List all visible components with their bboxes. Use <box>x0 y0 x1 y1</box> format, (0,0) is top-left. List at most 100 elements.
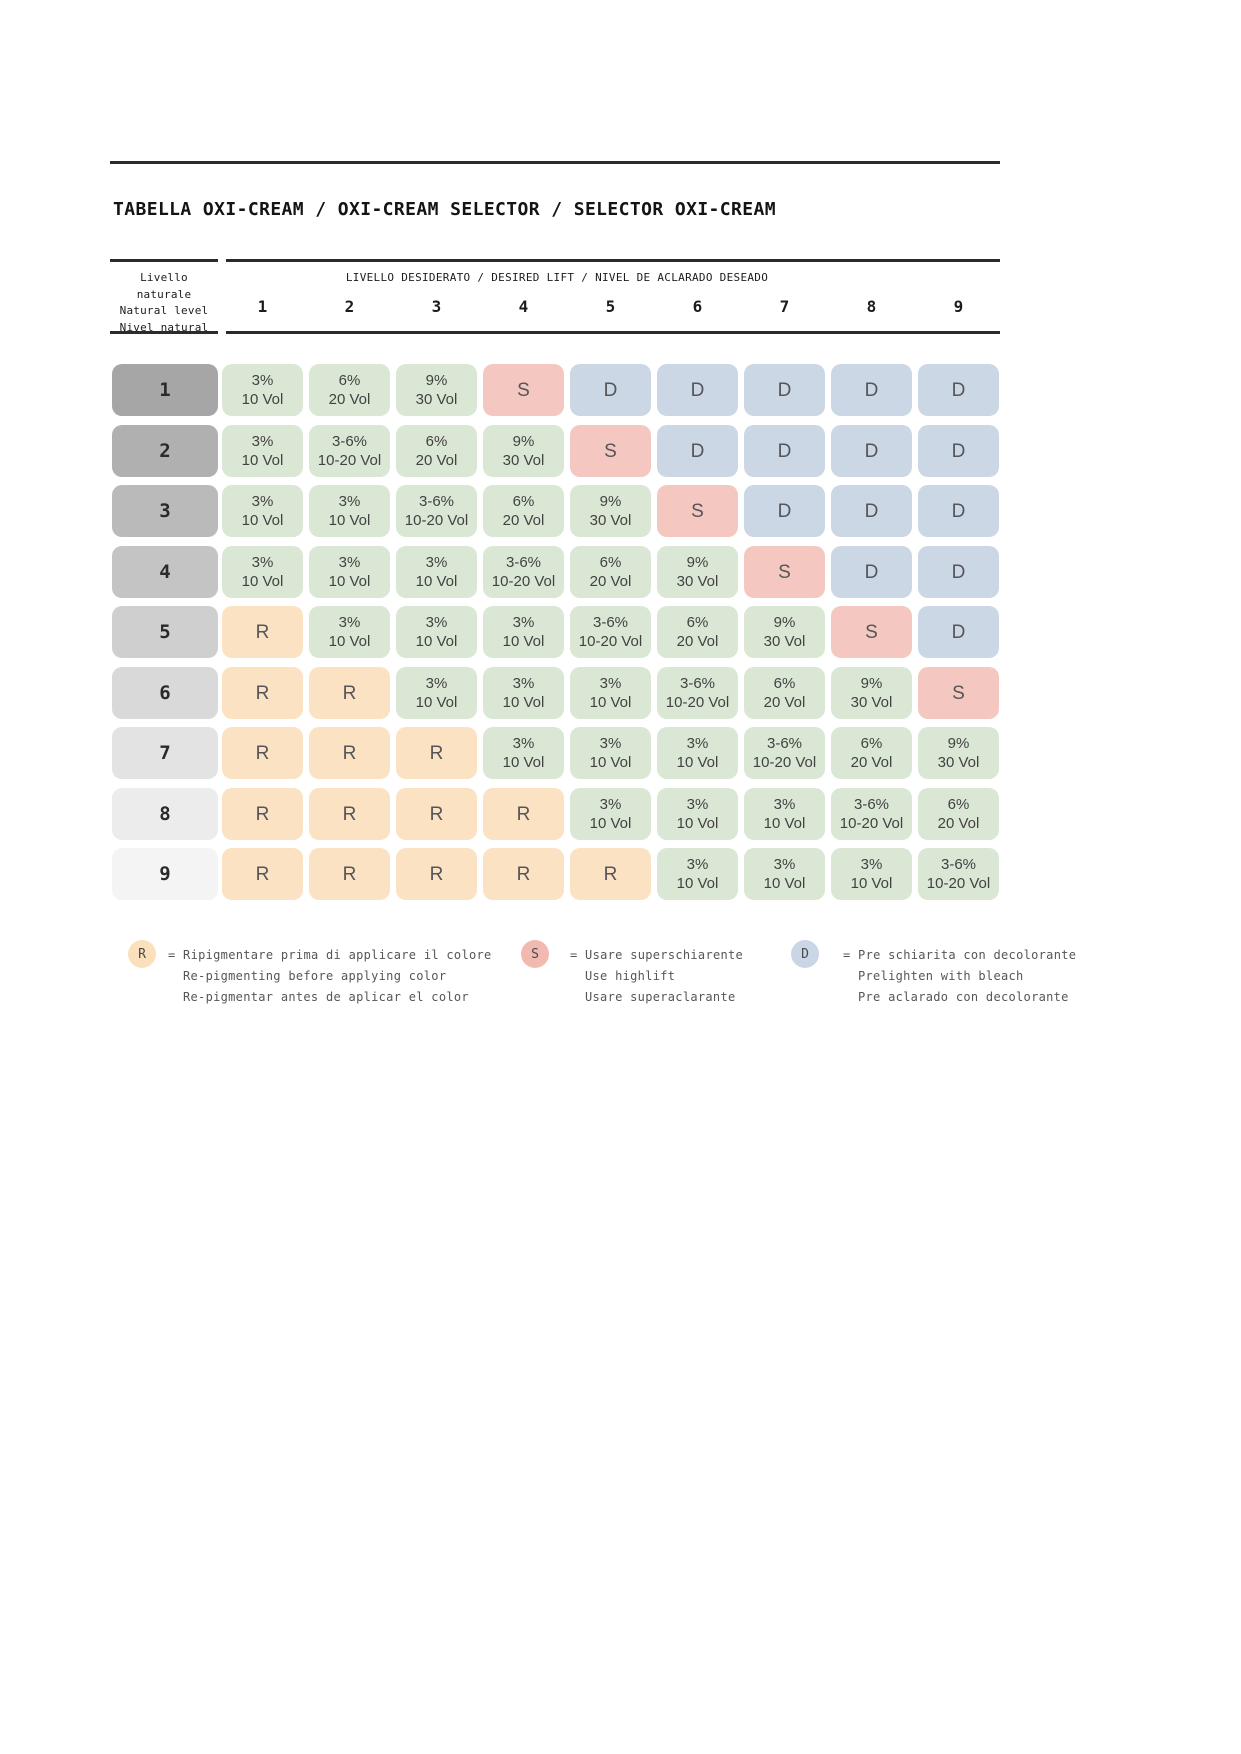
cell-strength: 3% 10 Vol <box>744 788 825 840</box>
cell-strength: 9% 30 Vol <box>657 546 738 598</box>
cell-strength: 3% 10 Vol <box>831 848 912 900</box>
cell-strength-line: 10-20 Vol <box>491 573 556 590</box>
cell-strength-line: 6% <box>947 796 970 813</box>
cell-strength: 3% 10 Vol <box>222 364 303 416</box>
cell-r: R <box>309 667 390 719</box>
cell-strength-line: 30 Vol <box>937 754 980 771</box>
legend-symbol-s: S <box>521 940 549 968</box>
cell-strength-line: 30 Vol <box>763 633 806 650</box>
cell-strength-line: 10-20 Vol <box>404 512 469 529</box>
cell-strength-line: 10 Vol <box>763 815 806 832</box>
cell-strength: 3% 10 Vol <box>570 667 651 719</box>
cell-strength-line: 3% <box>251 493 274 510</box>
cell-strength-line: 6% <box>512 493 535 510</box>
cell-strength: 9% 30 Vol <box>396 364 477 416</box>
table-row-level-7: 7 R R R 3% 10 Vol 3% 10 Vol 3% 10 Vol 3-6% 10-20 Vo… <box>112 727 1122 779</box>
cell-strength: 3-6% 10-20 Vol <box>831 788 912 840</box>
cell-strength-line: 3% <box>599 796 622 813</box>
cell-strength: 9% 30 Vol <box>831 667 912 719</box>
cell-r: R <box>483 788 564 840</box>
cell-strength: 3% 10 Vol <box>657 727 738 779</box>
cell-strength-line: 10-20 Vol <box>665 694 730 711</box>
legend-line: Usare superaclarante <box>585 990 736 1004</box>
cell-s: S <box>483 364 564 416</box>
cell-strength-line: 20 Vol <box>937 815 980 832</box>
cell-strength: 6% 20 Vol <box>570 546 651 598</box>
column-header-6: 6 <box>692 297 703 316</box>
row-axis-line-en: Natural level <box>119 304 209 317</box>
row-label-9: 9 <box>112 848 218 900</box>
cell-strength-line: 20 Vol <box>502 512 545 529</box>
cell-strength: 3% 10 Vol <box>396 546 477 598</box>
cell-strength: 6% 20 Vol <box>918 788 999 840</box>
column-header-7: 7 <box>779 297 790 316</box>
cell-r: R <box>570 848 651 900</box>
cell-strength: 9% 30 Vol <box>918 727 999 779</box>
row-label-4: 4 <box>112 546 218 598</box>
cell-d: D <box>744 485 825 537</box>
row-label-5: 5 <box>112 606 218 658</box>
cell-strength-line: 10 Vol <box>328 633 371 650</box>
cell-strength-line: 10 Vol <box>676 754 719 771</box>
cell-strength-line: 3-6% <box>331 433 368 450</box>
cell-strength: 3% 10 Vol <box>396 667 477 719</box>
cell-strength-line: 3% <box>512 735 535 752</box>
cell-r: R <box>396 727 477 779</box>
cell-d: D <box>744 425 825 477</box>
cell-strength-line: 30 Vol <box>415 391 458 408</box>
cell-r: R <box>222 727 303 779</box>
cell-strength-line: 3% <box>251 554 274 571</box>
cell-strength-line: 3% <box>686 735 709 752</box>
top-divider <box>110 161 1000 164</box>
cell-strength-line: 10 Vol <box>328 573 371 590</box>
cell-strength-line: 3% <box>425 675 448 692</box>
cell-strength-line: 6% <box>338 372 361 389</box>
cell-r: R <box>222 788 303 840</box>
cell-strength: 3-6% 10-20 Vol <box>744 727 825 779</box>
cell-strength-line: 3% <box>599 675 622 692</box>
table-row-level-6: 6 R R 3% 10 Vol 3% 10 Vol 3% 10 Vol 3-6% 10-20 Vol… <box>112 667 1122 719</box>
cell-d: D <box>918 606 999 658</box>
cell-strength-line: 6% <box>686 614 709 631</box>
cell-r: R <box>309 727 390 779</box>
cell-strength-line: 20 Vol <box>589 573 632 590</box>
cell-strength-line: 10 Vol <box>415 633 458 650</box>
cell-strength-line: 10 Vol <box>763 875 806 892</box>
cell-strength: 3% 10 Vol <box>222 546 303 598</box>
cell-strength-line: 3-6% <box>418 493 455 510</box>
column-axis-label: LIVELLO DESIDERATO / DESIRED LIFT / NIVE… <box>345 271 769 284</box>
row-axis-line-es: Nivel natural <box>119 320 209 334</box>
header-divider-right-bottom <box>226 331 1000 334</box>
page-title: TABELLA OXI-CREAM / OXI-CREAM SELECTOR /… <box>113 199 776 220</box>
legend-text-r: = Ripigmentare prima di applicare il col… <box>168 945 492 1008</box>
cell-strength-line: 10 Vol <box>589 694 632 711</box>
cell-s: S <box>744 546 825 598</box>
legend-symbol-r: R <box>128 940 156 968</box>
cell-strength-line: 20 Vol <box>763 694 806 711</box>
cell-strength: 3% 10 Vol <box>309 485 390 537</box>
cell-s: S <box>570 425 651 477</box>
cell-strength-line: 3% <box>512 675 535 692</box>
cell-d: D <box>831 425 912 477</box>
cell-d: D <box>831 364 912 416</box>
column-header-3: 3 <box>431 297 442 316</box>
row-label-2: 2 <box>112 425 218 477</box>
table-row-level-1: 1 3% 10 Vol 6% 20 Vol 9% 30 Vol S D D D D D <box>112 364 1122 416</box>
cell-strength-line: 10-20 Vol <box>752 754 817 771</box>
column-header-4: 4 <box>518 297 529 316</box>
cell-strength-line: 3-6% <box>766 735 803 752</box>
cell-strength: 3-6% 10-20 Vol <box>396 485 477 537</box>
cell-strength-line: 3% <box>338 493 361 510</box>
column-header-8: 8 <box>866 297 877 316</box>
cell-strength-line: 3-6% <box>679 675 716 692</box>
cell-strength: 3% 10 Vol <box>570 788 651 840</box>
cell-strength-line: 3% <box>773 796 796 813</box>
cell-strength: 6% 20 Vol <box>657 606 738 658</box>
cell-strength-line: 30 Vol <box>502 452 545 469</box>
cell-d: D <box>744 364 825 416</box>
cell-d: D <box>918 485 999 537</box>
cell-strength-line: 30 Vol <box>589 512 632 529</box>
cell-strength: 3% 10 Vol <box>657 848 738 900</box>
cell-strength-line: 3-6% <box>940 856 977 873</box>
